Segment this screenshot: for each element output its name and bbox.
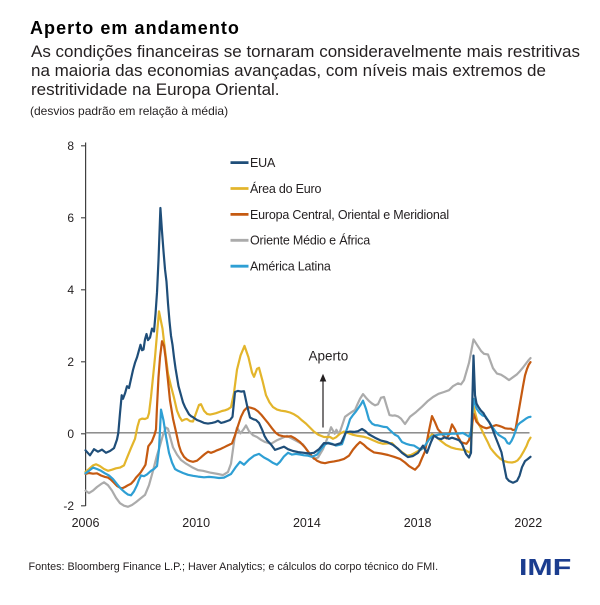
svg-text:2006: 2006 xyxy=(72,516,100,530)
svg-text:EUA: EUA xyxy=(250,156,276,170)
svg-text:2018: 2018 xyxy=(404,516,432,530)
svg-text:-2: -2 xyxy=(63,499,74,513)
svg-text:2014: 2014 xyxy=(293,516,321,530)
svg-text:Oriente Médio e África: Oriente Médio e África xyxy=(250,233,370,248)
svg-text:Área do Euro: Área do Euro xyxy=(250,181,322,196)
svg-text:2: 2 xyxy=(67,355,74,369)
svg-text:Aperto: Aperto xyxy=(309,349,349,364)
svg-text:América Latina: América Latina xyxy=(250,260,331,274)
svg-text:0: 0 xyxy=(67,427,74,441)
svg-text:6: 6 xyxy=(67,211,74,225)
svg-text:2022: 2022 xyxy=(514,516,542,530)
svg-text:4: 4 xyxy=(67,283,74,297)
svg-text:Europa Central, Oriental e Mer: Europa Central, Oriental e Meridional xyxy=(250,208,449,222)
svg-text:8: 8 xyxy=(67,139,74,153)
svg-text:2010: 2010 xyxy=(182,516,210,530)
